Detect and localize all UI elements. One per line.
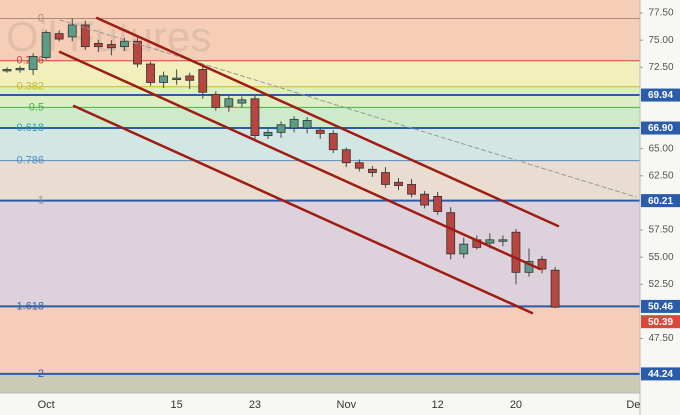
candle-body (446, 212, 456, 255)
fib-label: 0.5 (29, 101, 44, 113)
last-price-label: 50.39 (648, 317, 673, 328)
candle-body (550, 269, 560, 308)
axis-layer: Oct 15 23 Nov 12 20 De77.5075.0072.5065.0062.5… (38, 8, 680, 411)
candle-body (459, 243, 469, 255)
candle-body (485, 239, 495, 244)
y-tick-label: 55.00 (648, 252, 673, 263)
candle-body (263, 131, 273, 137)
candle-body (67, 24, 77, 38)
x-tick-label: 15 (171, 399, 183, 411)
right-axis-panel (640, 0, 680, 415)
y-tick-label: 72.50 (648, 62, 673, 73)
candle-body (15, 67, 25, 71)
candle-body (250, 98, 260, 137)
fib-label: 0 (38, 12, 44, 24)
candle-body (80, 24, 90, 48)
channel-line (72, 104, 534, 315)
candle-body (146, 63, 155, 83)
candle-body (41, 32, 51, 58)
price-line-box (641, 299, 680, 313)
y-tick-label: 77.50 (648, 8, 673, 19)
y-tick-label: 65.00 (648, 143, 673, 154)
candle-body (185, 75, 195, 81)
price-line-label: 60.21 (648, 196, 673, 207)
candle-body (537, 258, 547, 270)
price-line-box (641, 194, 680, 208)
bottom-axis-panel (0, 393, 640, 415)
candle-body (315, 129, 325, 134)
fib-label: 2 (38, 368, 44, 380)
fib-band (0, 306, 640, 374)
y-tick-label: 52.50 (648, 279, 673, 290)
x-tick-label: Oct (38, 399, 55, 411)
fib-label: 0.382 (16, 81, 44, 93)
candle-body (93, 43, 103, 48)
y-tick-label: 75.00 (648, 35, 673, 46)
candle-body (133, 40, 142, 65)
candle-body (54, 33, 64, 40)
y-tick-label: 57.50 (648, 225, 673, 236)
candle-body (198, 69, 208, 93)
candle-body (289, 118, 299, 129)
candle-body (407, 184, 416, 195)
x-tick-label: De (626, 399, 640, 411)
channel-line (95, 16, 560, 228)
candle-body (498, 239, 508, 242)
fib-band (0, 60, 640, 87)
candle-body (237, 99, 247, 104)
price-line-label: 66.90 (648, 123, 673, 134)
candle-body (381, 172, 390, 185)
watermark-title: Oil Futures (6, 13, 211, 60)
candle-body (394, 181, 403, 186)
price-line-label: 50.46 (648, 302, 673, 313)
price-line-label: 44.24 (648, 369, 673, 380)
candle-body (328, 133, 338, 151)
fib-band (0, 373, 640, 393)
x-tick-label: Nov (337, 399, 357, 411)
candle-body (107, 44, 116, 49)
fib-label: 1.618 (16, 300, 44, 312)
price-line-label: 69.94 (648, 90, 673, 101)
candle-body (354, 162, 364, 169)
fib-band (0, 86, 640, 108)
candle-body (276, 124, 286, 133)
candle-body (367, 168, 377, 173)
candle-body (120, 40, 129, 48)
candle-body (341, 149, 351, 164)
last-price-box (641, 315, 680, 329)
candle-body (511, 231, 521, 273)
trend-lines (58, 16, 637, 315)
price-line-box (641, 367, 680, 381)
fib-label: 0.786 (16, 154, 44, 166)
y-tick-label: 62.50 (648, 170, 673, 181)
price-line-box (641, 121, 680, 135)
fib-band (0, 18, 640, 61)
price-line-box (641, 88, 680, 102)
candle-body (211, 93, 221, 108)
x-tick-label: 23 (249, 399, 261, 411)
candle-body (159, 75, 169, 83)
candle-body (28, 56, 38, 70)
x-tick-label: 20 (510, 399, 522, 411)
candle-body (420, 193, 430, 206)
candle-body (302, 120, 312, 129)
candle-body (2, 69, 12, 72)
y-tick-label: 47.50 (648, 333, 673, 344)
dashed-trend-line (59, 19, 637, 198)
fib-band (0, 0, 640, 19)
candle-body (433, 195, 443, 212)
x-tick-label: 12 (432, 399, 444, 411)
fib-band (0, 160, 640, 201)
channel-line (58, 50, 542, 271)
fib-label: 0.618 (16, 122, 44, 134)
fib-label: 1 (38, 195, 44, 207)
candle-body (224, 98, 234, 107)
candle-body (172, 77, 182, 81)
